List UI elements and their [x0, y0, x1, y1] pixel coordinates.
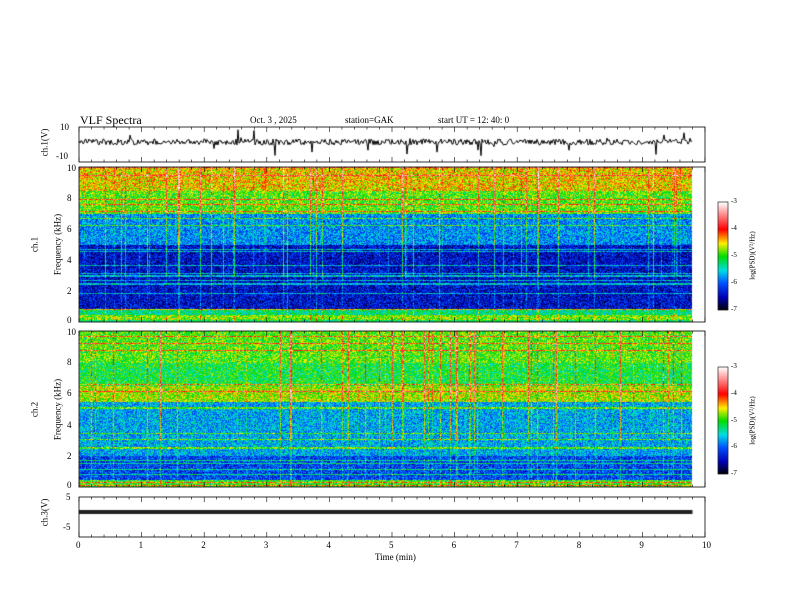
colorbar-frame [717, 201, 729, 311]
date-label: Oct. 3 , 2025 [250, 115, 297, 125]
colorbar-tick-label: -3 [731, 197, 737, 205]
ch2-spec-channel-label: ch.2 [29, 401, 40, 418]
colorbar-tick-label: -7 [731, 305, 737, 313]
x-tick-label: 7 [514, 540, 519, 550]
colorbar-tick-label: -4 [731, 388, 737, 397]
colorbar-tick-label: -5 [731, 415, 737, 424]
colorbar-tick-label: -4 [731, 224, 737, 232]
ch3-ylabel: ch.3(V) [39, 498, 50, 527]
freq-tick-label: 2 [67, 450, 72, 461]
panel-frame [78, 166, 706, 323]
x-tick-label: 6 [451, 540, 457, 550]
colorbar-frame [717, 366, 729, 475]
colorbar-tick-label: -5 [731, 251, 737, 259]
freq-tick-label: 8 [67, 357, 72, 368]
x-tick-label: 4 [326, 540, 331, 550]
colorbar1-label: log(PSD)(V²/Hz) [748, 231, 757, 280]
freq-tick-label: 10 [67, 327, 76, 337]
freq-tick-label: 4 [67, 419, 72, 430]
ch1-ytick: -10 [56, 151, 68, 161]
ch1-spec-ylabel: Frequency (kHz) [52, 213, 63, 276]
freq-tick-label: 0 [67, 315, 72, 325]
colorbar-tick-label: -6 [731, 278, 737, 286]
panel-frame [78, 496, 706, 538]
x-tick-label: 5 [389, 540, 394, 550]
ch1-ylabel: ch.1(V) [39, 128, 50, 157]
x-tick-label: 2 [201, 540, 206, 550]
ch1-ytick: 10 [60, 122, 69, 132]
freq-tick-label: 4 [67, 255, 72, 265]
colorbar-tick-label: -3 [731, 362, 737, 370]
panel-frame [78, 126, 706, 163]
colorbar2-label: log(PSD)(V²/Hz) [748, 396, 757, 445]
ch3-ytick: 5 [66, 492, 71, 502]
station-label: station=GAK [345, 115, 394, 125]
figure-title: VLF Spectra [80, 113, 142, 127]
start-time-label: start UT = 12: 40: 0 [438, 115, 510, 125]
freq-tick-label: 6 [67, 224, 72, 234]
ch1-spec-channel-label: ch.1 [29, 236, 40, 253]
freq-tick-label: 10 [67, 163, 76, 173]
x-tick-label: 1 [138, 540, 144, 550]
x-tick-label: 3 [263, 540, 269, 550]
freq-tick-label: 8 [67, 193, 72, 203]
freq-tick-label: 2 [67, 286, 72, 296]
colorbar-tick-label: -7 [731, 469, 737, 477]
freq-tick-label: 0 [67, 480, 72, 490]
colorbar-tick-label: -6 [731, 442, 737, 451]
x-tick-label: 10 [702, 540, 711, 550]
panel-frame [78, 330, 706, 488]
x-tick-label: 0 [76, 540, 81, 550]
x-axis-label: Time (min) [375, 552, 416, 562]
freq-tick-label: 6 [67, 388, 72, 399]
ch3-ytick: -5 [63, 522, 71, 532]
x-tick-label: 9 [639, 540, 644, 550]
ch2-spec-ylabel: Frequency (kHz) [52, 378, 63, 441]
x-tick-label: 8 [576, 540, 582, 550]
